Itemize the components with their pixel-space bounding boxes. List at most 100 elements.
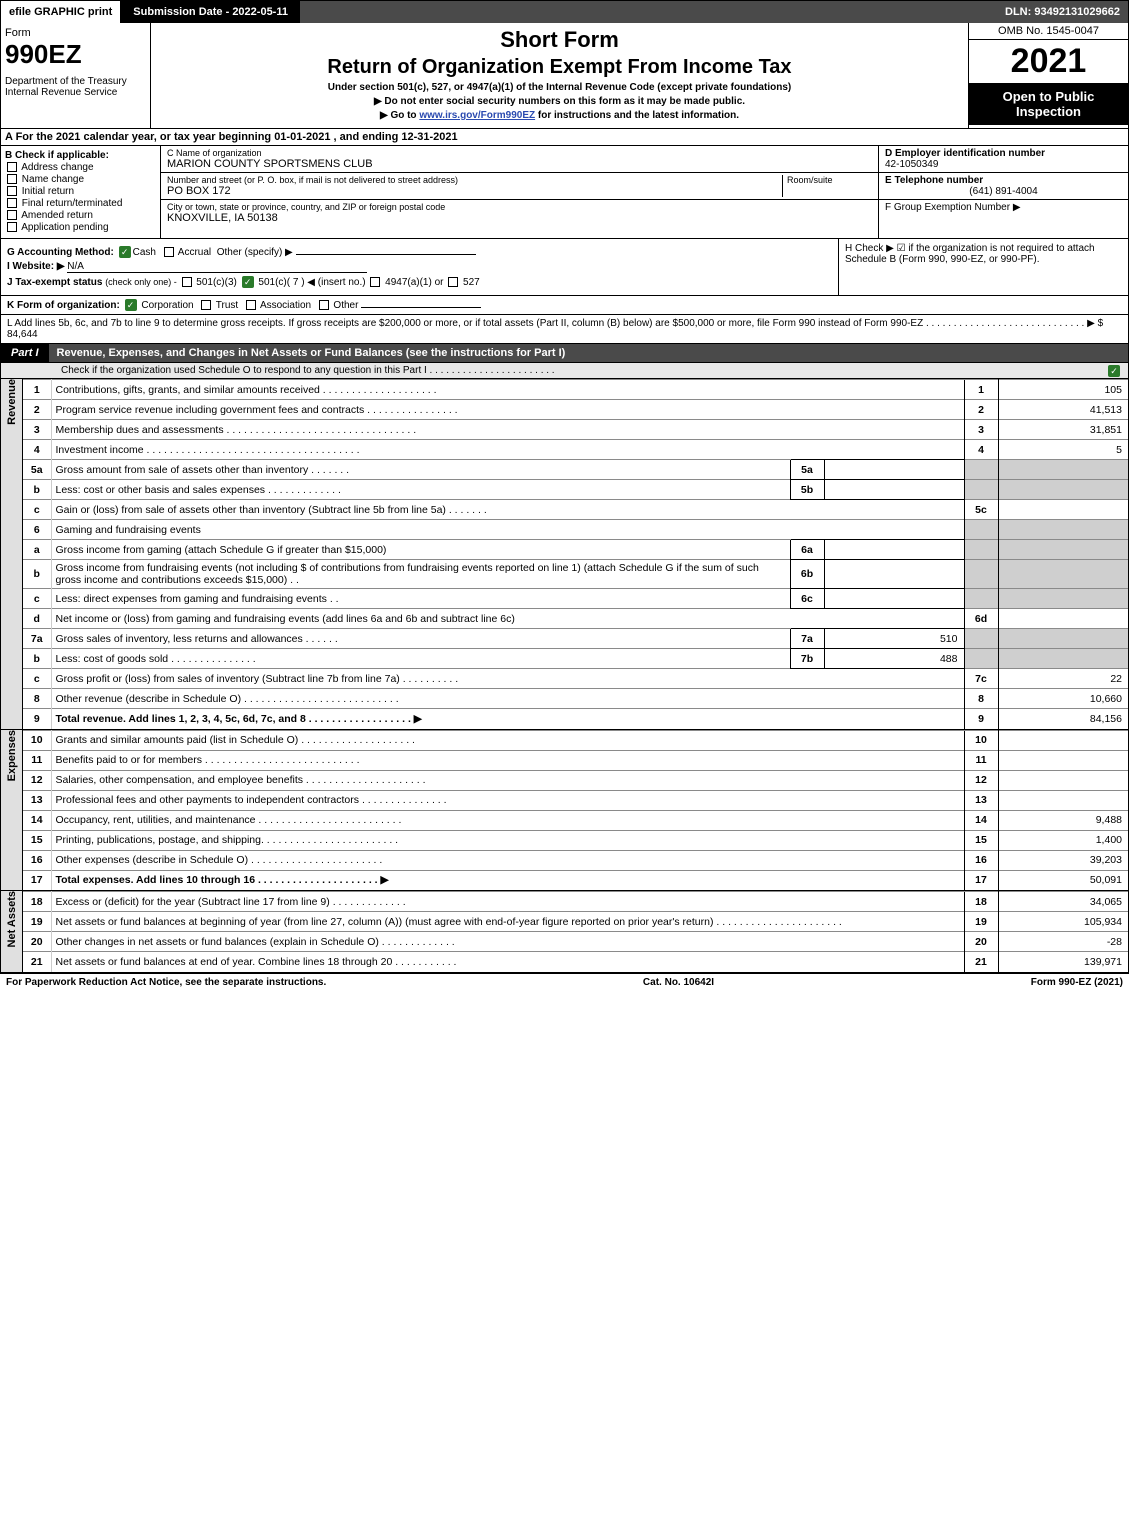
chk-501c3[interactable] [182,277,192,287]
part-1-header: Part I Revenue, Expenses, and Changes in… [1,344,1128,363]
line-18: 18Excess or (deficit) for the year (Subt… [23,892,1128,912]
public-inspection-badge: Open to Public Inspection [969,83,1128,125]
row-a-tax-year: A For the 2021 calendar year, or tax yea… [1,129,1128,146]
line-4: 4Investment income . . . . . . . . . . .… [23,440,1128,460]
form-header: Form 990EZ Department of the Treasury In… [1,23,1128,129]
org-name-label: C Name of organization [167,148,872,158]
city-label: City or town, state or province, country… [167,202,872,212]
chk-initial-return[interactable]: Initial return [5,186,156,197]
instr-suffix: for instructions and the latest informat… [535,110,739,121]
line-5b: bLess: cost or other basis and sales exp… [23,480,1128,500]
form-number: 990EZ [5,39,146,70]
header-mid: Short Form Return of Organization Exempt… [151,23,968,128]
part-1-sub: Check if the organization used Schedule … [1,363,1128,379]
chk-pending[interactable]: Application pending [5,222,156,233]
line-7b-value: 488 [824,649,964,669]
page-footer: For Paperwork Reduction Act Notice, see … [0,974,1129,991]
line-6d-value [998,609,1128,629]
check-icon: ✓ [242,276,254,288]
line-14: 14Occupancy, rent, utilities, and mainte… [23,810,1128,830]
expenses-section: Expenses 10Grants and similar amounts pa… [1,730,1128,892]
phone-value: (641) 891-4004 [885,186,1122,197]
chk-527[interactable] [448,277,458,287]
room-label: Room/suite [787,175,872,185]
form-title: Return of Organization Exempt From Incom… [159,56,960,79]
street-label: Number and street (or P. O. box, if mail… [167,175,782,185]
efile-print: efile GRAPHIC print [1,1,121,23]
dln: DLN: 93492131029662 [1005,6,1128,18]
row-h-schedule-b: H Check ▶ ☑ if the organization is not r… [838,239,1128,295]
block-ghij: G Accounting Method: ✓Cash Accrual Other… [1,239,1128,296]
line-16: 16Other expenses (describe in Schedule O… [23,850,1128,870]
line-7a-value: 510 [824,629,964,649]
instr-prefix: ▶ Go to [380,110,419,121]
tax-year: 2021 [969,40,1128,83]
line-7b: bLess: cost of goods sold . . . . . . . … [23,649,1128,669]
irs-link[interactable]: www.irs.gov/Form990EZ [419,110,535,121]
revenue-section: Revenue 1Contributions, gifts, grants, a… [1,379,1128,730]
city-value: KNOXVILLE, IA 50138 [167,212,872,224]
line-21: 21Net assets or fund balances at end of … [23,952,1128,972]
revenue-table: 1Contributions, gifts, grants, and simil… [23,379,1128,729]
footer-left: For Paperwork Reduction Act Notice, see … [6,977,326,988]
line-19: 19Net assets or fund balances at beginni… [23,912,1128,932]
form-word: Form [5,27,146,39]
phone-label: E Telephone number [885,175,1122,186]
submission-date: Submission Date - 2022-05-11 [121,1,300,23]
footer-right: Form 990-EZ (2021) [1031,977,1123,988]
line-11-value [998,750,1128,770]
part-1-label: Part I [1,344,49,362]
line-6c-value [824,589,964,609]
chk-name-change[interactable]: Name change [5,174,156,185]
org-name: MARION COUNTY SPORTSMENS CLUB [167,158,872,170]
net-assets-section: Net Assets 18Excess or (deficit) for the… [1,891,1128,973]
line-5b-value [824,480,964,500]
revenue-side-label: Revenue [1,379,23,729]
line-5c-value [998,500,1128,520]
line-9: 9Total revenue. Add lines 1, 2, 3, 4, 5c… [23,709,1128,729]
line-8-value: 10,660 [998,689,1128,709]
col-b-checkboxes: B Check if applicable: Address change Na… [1,146,161,238]
ghi-left: G Accounting Method: ✓Cash Accrual Other… [1,239,838,295]
line-14-value: 9,488 [998,810,1128,830]
chk-accrual[interactable] [164,247,174,257]
row-g-accounting: G Accounting Method: ✓Cash Accrual Other… [7,246,832,258]
instr-ssn: ▶ Do not enter social security numbers o… [159,96,960,107]
form-990ez: efile GRAPHIC print Submission Date - 20… [0,0,1129,974]
line-13-value [998,790,1128,810]
form-subtitle: Under section 501(c), 527, or 4947(a)(1)… [159,82,960,93]
chk-4947[interactable] [370,277,380,287]
expenses-side-label: Expenses [1,730,23,891]
chk-other[interactable] [319,300,329,310]
line-5a-value [824,460,964,480]
line-5a: 5aGross amount from sale of assets other… [23,460,1128,480]
line-13: 13Professional fees and other payments t… [23,790,1128,810]
chk-trust[interactable] [201,300,211,310]
chk-address-change[interactable]: Address change [5,162,156,173]
line-6b-value [824,560,964,589]
line-1-value: 105 [998,380,1128,400]
line-15: 15Printing, publications, postage, and s… [23,830,1128,850]
instr-link: ▶ Go to www.irs.gov/Form990EZ for instru… [159,110,960,121]
line-17-value: 50,091 [998,870,1128,890]
line-2-value: 41,513 [998,400,1128,420]
line-8: 8Other revenue (describe in Schedule O) … [23,689,1128,709]
line-6d: dNet income or (loss) from gaming and fu… [23,609,1128,629]
topbar: efile GRAPHIC print Submission Date - 20… [1,1,1128,23]
chk-final-return[interactable]: Final return/terminated [5,198,156,209]
ein-label: D Employer identification number [885,148,1122,159]
part-1-title: Revenue, Expenses, and Changes in Net As… [49,344,1128,362]
chk-amended[interactable]: Amended return [5,210,156,221]
chk-association[interactable] [246,300,256,310]
line-15-value: 1,400 [998,830,1128,850]
line-10: 10Grants and similar amounts paid (list … [23,730,1128,750]
line-20-value: -28 [998,932,1128,952]
line-3-value: 31,851 [998,420,1128,440]
line-7c-value: 22 [998,669,1128,689]
line-7c: cGross profit or (loss) from sales of in… [23,669,1128,689]
check-icon: ✓ [1108,365,1120,377]
row-i-website: I Website: ▶ N/A [7,261,832,273]
footer-mid: Cat. No. 10642I [643,977,714,988]
group-exemption-label: F Group Exemption Number ▶ [885,202,1122,213]
expenses-table: 10Grants and similar amounts paid (list … [23,730,1128,891]
